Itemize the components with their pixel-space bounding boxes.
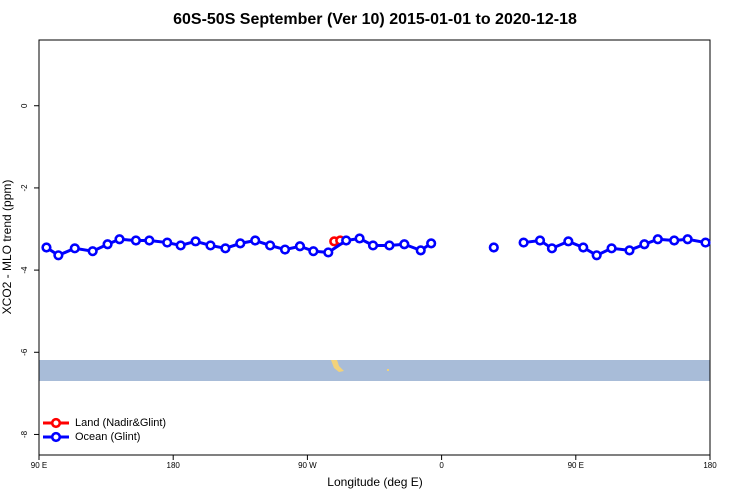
data-point bbox=[399, 239, 410, 250]
data-point bbox=[354, 233, 365, 244]
data-point bbox=[415, 245, 426, 256]
legend-label: Ocean (Glint) bbox=[75, 431, 140, 443]
data-point bbox=[578, 242, 589, 253]
map-land bbox=[387, 369, 389, 371]
data-point bbox=[700, 237, 711, 248]
y-tick-label: -4 bbox=[20, 266, 29, 274]
data-point bbox=[384, 240, 395, 251]
legend-marker bbox=[50, 431, 62, 443]
data-point bbox=[265, 240, 276, 251]
data-point bbox=[488, 242, 499, 253]
y-tick-label: -2 bbox=[20, 184, 29, 192]
data-point bbox=[308, 246, 319, 257]
data-point bbox=[220, 243, 231, 254]
data-point bbox=[669, 235, 680, 246]
y-tick-label: 0 bbox=[20, 103, 29, 108]
data-point bbox=[534, 235, 546, 246]
x-tick-label: 90 E bbox=[31, 461, 47, 470]
data-point bbox=[624, 245, 635, 256]
x-tick-label: 90 W bbox=[298, 461, 317, 470]
data-point bbox=[175, 240, 186, 251]
data-point bbox=[69, 243, 80, 254]
x-tick-label: 0 bbox=[439, 461, 444, 470]
data-point bbox=[114, 234, 125, 245]
data-point bbox=[682, 234, 693, 245]
data-point bbox=[323, 247, 334, 258]
y-tick-label: -8 bbox=[20, 430, 29, 438]
chart-title: 60S-50S September (Ver 10) 2015-01-01 to… bbox=[173, 11, 577, 28]
data-point bbox=[426, 238, 437, 249]
data-point bbox=[190, 236, 201, 247]
data-point bbox=[279, 244, 291, 255]
data-point bbox=[205, 240, 216, 251]
data-point bbox=[652, 234, 663, 245]
data-point bbox=[606, 243, 617, 254]
data-point bbox=[518, 237, 529, 248]
map-land bbox=[331, 360, 344, 372]
data-point bbox=[591, 250, 602, 261]
x-tick-label: 180 bbox=[167, 461, 181, 470]
y-axis-label: XCO2 - MLO trend (ppm) bbox=[0, 180, 14, 315]
data-point bbox=[250, 235, 261, 246]
data-point bbox=[563, 236, 574, 247]
x-axis-label: Longitude (deg E) bbox=[327, 475, 422, 489]
data-point bbox=[41, 242, 52, 253]
y-tick-label: -6 bbox=[20, 348, 29, 356]
data-point bbox=[546, 243, 558, 254]
plot-frame bbox=[38, 39, 711, 456]
data-point bbox=[639, 239, 650, 250]
legend-label: Land (Nadir&Glint) bbox=[75, 417, 166, 429]
data-point bbox=[367, 240, 379, 251]
legend-marker bbox=[50, 417, 62, 429]
data-point bbox=[130, 235, 142, 246]
data-point bbox=[235, 238, 246, 249]
data-point bbox=[294, 241, 306, 252]
data-point bbox=[53, 250, 64, 261]
data-point bbox=[341, 235, 352, 246]
map-strip bbox=[39, 360, 710, 381]
data-point bbox=[87, 246, 98, 257]
x-tick-label: 180 bbox=[703, 461, 717, 470]
data-point bbox=[144, 235, 155, 246]
data-point bbox=[102, 239, 113, 250]
data-point bbox=[162, 237, 173, 248]
x-tick-label: 90 E bbox=[568, 461, 584, 470]
